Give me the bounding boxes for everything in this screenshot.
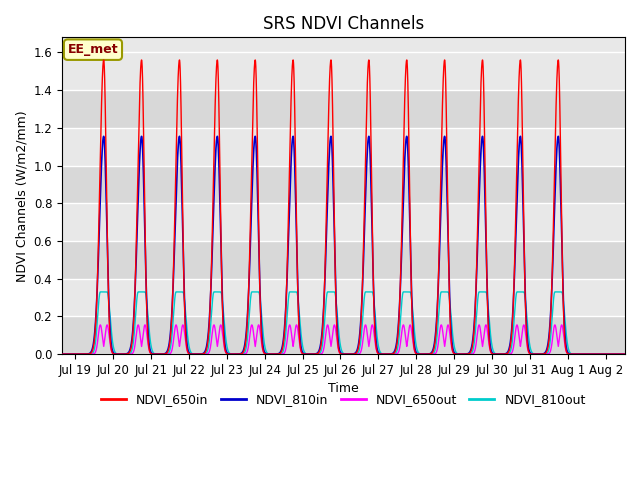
Bar — [62, 52, 625, 90]
Legend: NDVI_650in, NDVI_810in, NDVI_650out, NDVI_810out: NDVI_650in, NDVI_810in, NDVI_650out, NDV… — [96, 388, 591, 411]
Title: SRS NDVI Channels: SRS NDVI Channels — [262, 15, 424, 33]
Y-axis label: NDVI Channels (W/m2/mm): NDVI Channels (W/m2/mm) — [15, 110, 28, 282]
Bar — [62, 316, 625, 354]
Text: EE_met: EE_met — [68, 43, 118, 56]
Bar — [62, 279, 625, 316]
Bar — [62, 203, 625, 241]
Bar — [62, 241, 625, 279]
Bar — [62, 128, 625, 166]
Bar — [62, 166, 625, 203]
Bar — [62, 90, 625, 128]
X-axis label: Time: Time — [328, 383, 358, 396]
